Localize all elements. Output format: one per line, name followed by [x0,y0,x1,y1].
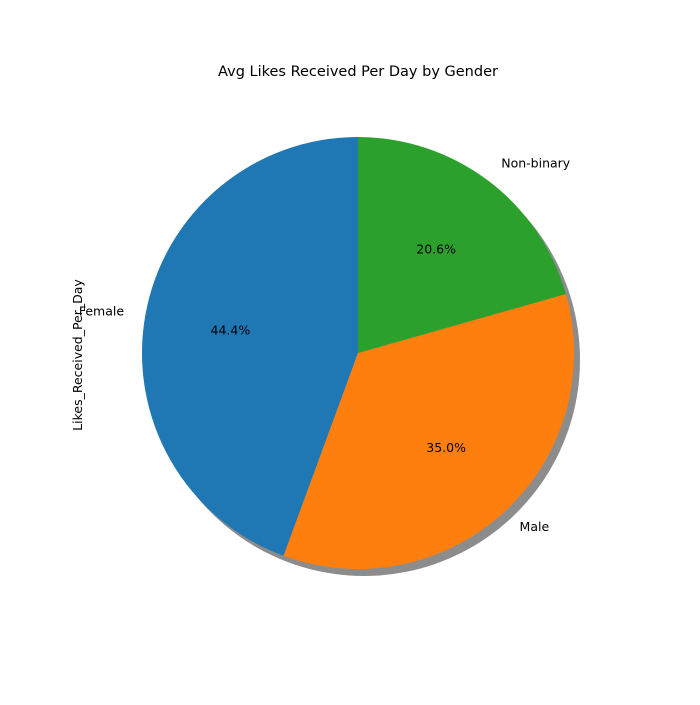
chart-title: Avg Likes Received Per Day by Gender [218,64,498,80]
pie-slice-male [283,294,574,569]
slice-percent-female: 44.4% [211,322,251,337]
slice-percent-male: 35.0% [426,440,466,455]
slice-percent-non-binary: 20.6% [416,242,456,257]
slice-label-non-binary: Non-binary [501,155,571,170]
pie-slices [141,137,574,569]
y-axis-label: Likes_Received_Per_Day [70,279,85,431]
pie-slice-female [141,137,358,556]
slice-label-male: Male [520,519,550,534]
slice-label-female: Female [79,303,125,318]
pie-slice-non-binary [358,137,566,353]
pie-labels: Female 44.4% Male 35.0% Non-binary 20.6% [79,155,571,534]
